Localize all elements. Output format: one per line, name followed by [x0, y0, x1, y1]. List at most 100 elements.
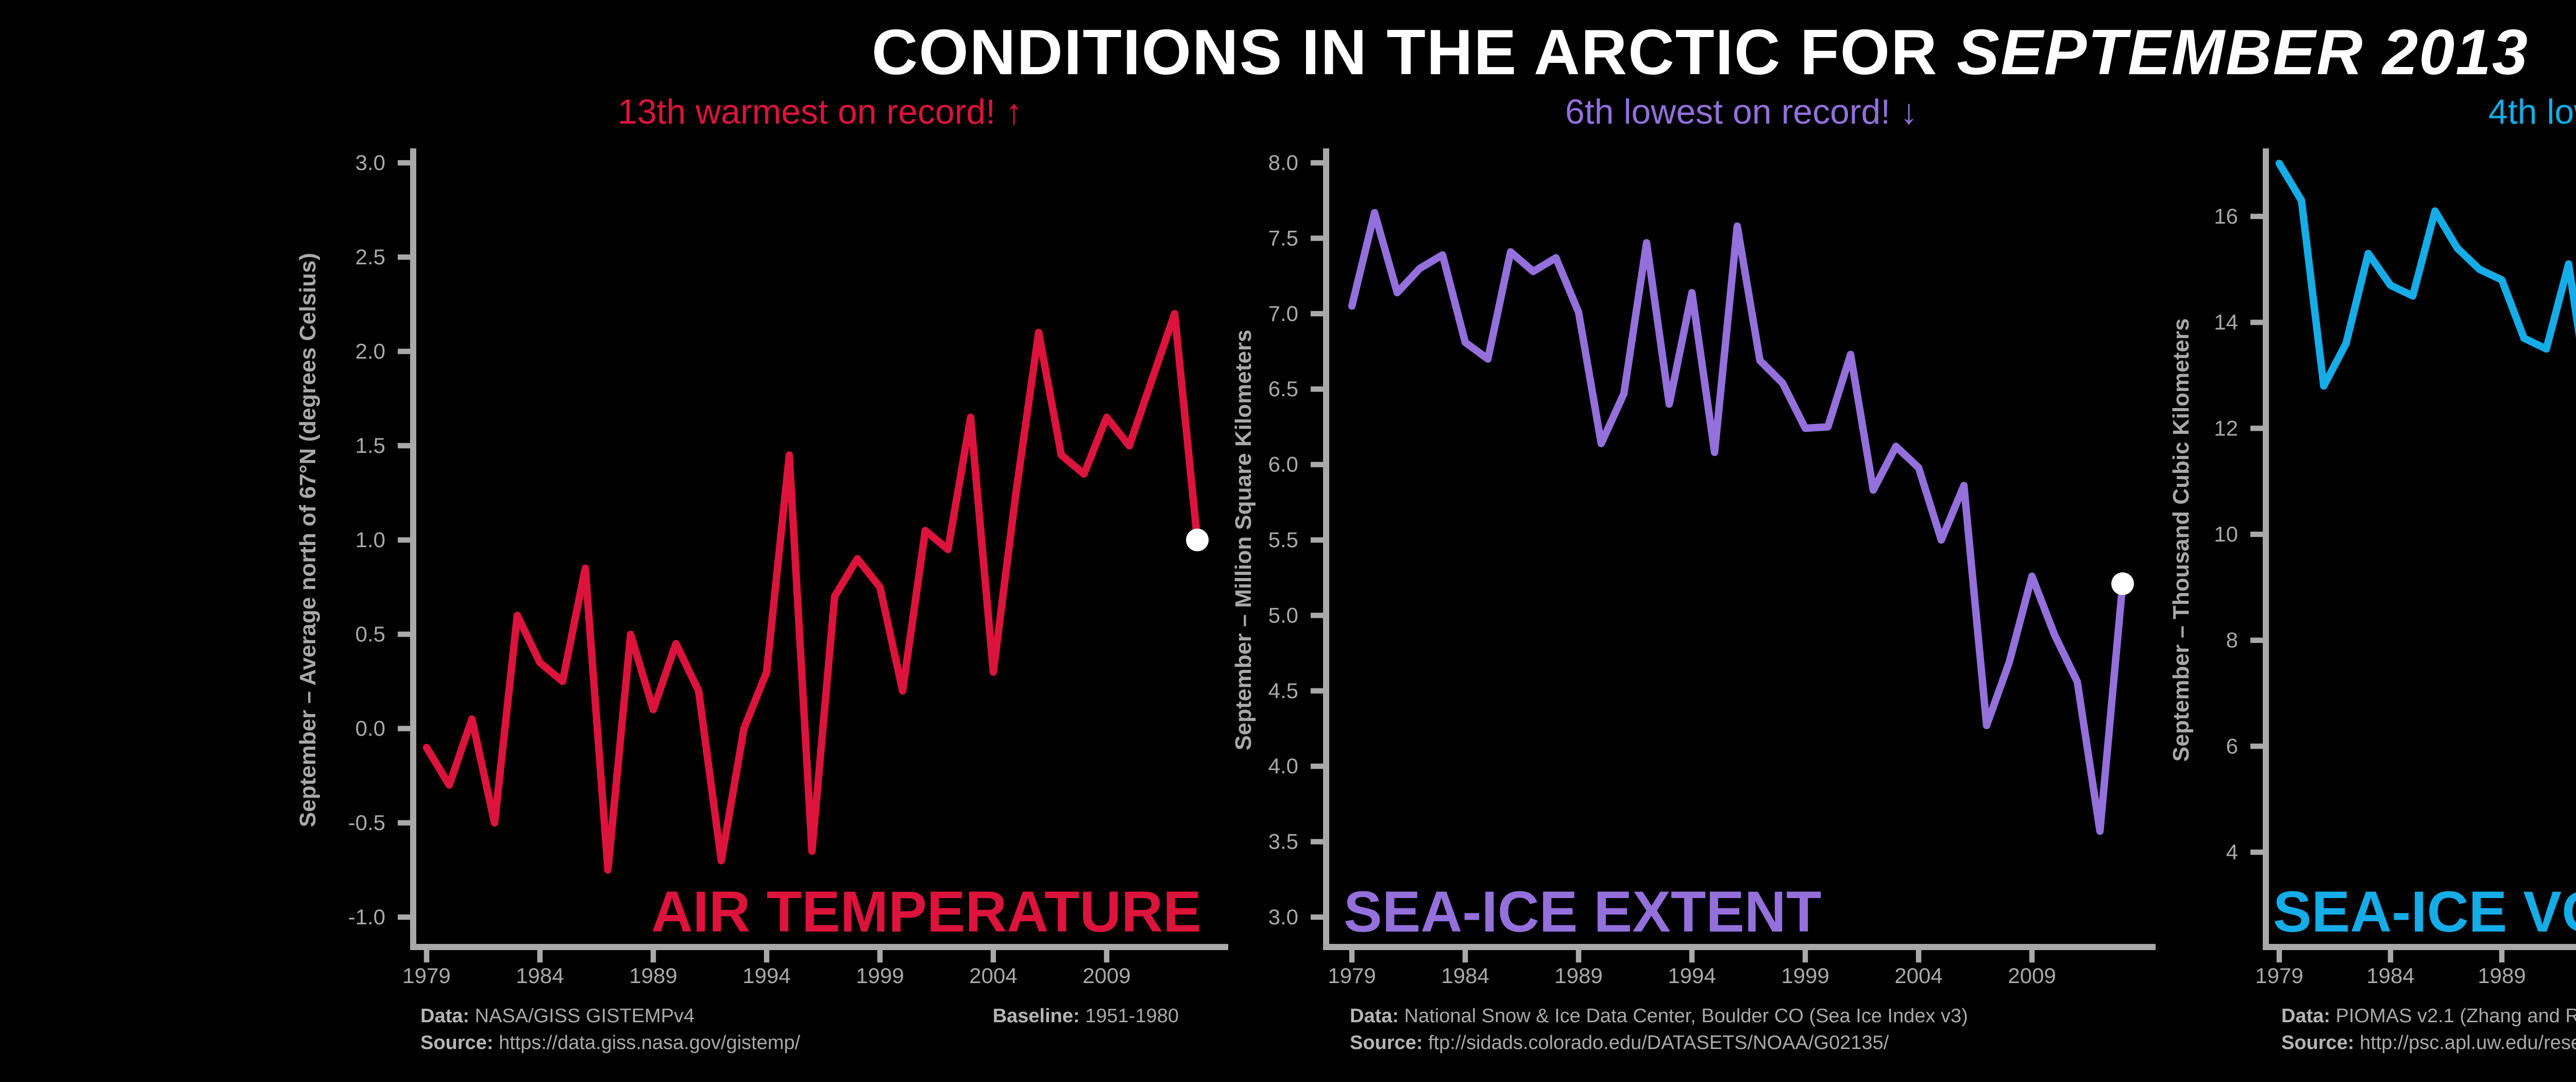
y-tick-label: 14	[2214, 310, 2238, 334]
x-tick-label: 2004	[969, 963, 1017, 988]
footer-air-temperature: Data: NASA/GISS GISTEMPv4 Source: https:…	[420, 1004, 800, 1057]
x-tick	[2387, 950, 2394, 962]
x-tick-label: 2009	[2008, 963, 2056, 988]
footer-sea-ice-extent: Data: National Snow & Ice Data Center, B…	[1350, 1004, 1968, 1057]
x-tick	[1349, 950, 1355, 962]
y-tick-label: 6	[2226, 734, 2238, 758]
x-tick	[764, 950, 770, 962]
source-label: Source:	[2281, 1033, 2354, 1055]
y-tick-label: 3.0	[355, 150, 385, 175]
footer-baseline-line: Baseline: 1951-1980	[993, 1004, 1179, 1030]
y-tick	[1311, 311, 1323, 316]
x-tick-label: 1984	[516, 963, 564, 988]
y-tick	[398, 820, 410, 826]
y-tick-label: 16	[2214, 204, 2238, 228]
x-tick-label: 1979	[402, 963, 450, 988]
y-tick-label: 0.0	[355, 716, 385, 740]
data-value: NASA/GISS GISTEMPv4	[474, 1006, 695, 1028]
page-title-text: CONDITIONS IN THE ARCTIC FOR	[871, 16, 1957, 89]
y-tick	[1311, 235, 1323, 241]
footer-source-line: Source: https://data.giss.nasa.gov/giste…	[420, 1030, 800, 1057]
headline-text: 6th lowest on record!	[1565, 93, 1891, 132]
x-tick-label: 1989	[629, 963, 677, 988]
trend-down-arrow-icon: ↓	[1900, 93, 1918, 132]
baseline-value: 1951-1980	[1085, 1006, 1179, 1028]
y-tick	[1311, 914, 1323, 920]
headline-sea-ice-extent: 6th lowest on record! ↓	[1565, 93, 1918, 134]
series-line-sea-ice-extent	[1348, 209, 2127, 835]
y-tick	[2250, 637, 2263, 643]
x-tick-label: 1979	[2255, 963, 2303, 988]
x-tick	[423, 950, 430, 962]
data-label: Data:	[1350, 1006, 1399, 1028]
x-axis-spine	[2263, 944, 2576, 950]
y-tick-label: 8	[2226, 628, 2238, 652]
y-tick-label: 0.5	[355, 622, 385, 646]
y-tick	[2250, 849, 2263, 855]
y-tick-label: 2.5	[355, 245, 385, 269]
y-tick-label: 10	[2214, 522, 2238, 546]
x-tick	[2276, 950, 2282, 962]
data-value: National Snow & Ice Data Center, Boulder…	[1404, 1006, 1968, 1028]
y-tick-label: 5.0	[1268, 603, 1298, 627]
x-tick	[650, 950, 656, 962]
source-label: Source:	[420, 1033, 494, 1055]
y-tick-label: 6.5	[1268, 377, 1298, 401]
y-tick-label: -1.0	[348, 905, 385, 929]
x-tick	[877, 950, 883, 962]
y-tick-label: 1.5	[355, 433, 385, 458]
y-tick	[398, 725, 410, 732]
data-label: Data:	[420, 1006, 470, 1028]
data-label: Data:	[2281, 1006, 2331, 1028]
series-name-air-temperature: AIR TEMPERATURE	[651, 880, 1201, 944]
footer-baseline: Baseline: 1951-1980	[993, 1004, 1179, 1030]
y-tick	[1311, 613, 1323, 618]
footer-sea-ice-volume: Data: PIOMAS v2.1 (Zhang and Rothrock, 2…	[2281, 1004, 2576, 1057]
x-tick-label: 1989	[2478, 963, 2526, 988]
page-title: CONDITIONS IN THE ARCTIC FOR SEPTEMBER 2…	[0, 16, 2576, 91]
y-tick-label: -0.5	[348, 810, 385, 835]
y-tick	[2250, 531, 2263, 537]
series-line-sea-ice-volume	[2275, 160, 2576, 390]
x-tick-label: 1994	[742, 963, 790, 988]
x-tick	[537, 950, 543, 962]
series-line-air-temperature	[422, 310, 1201, 874]
x-tick-label: 1984	[2366, 963, 2414, 988]
x-tick-label: 1999	[856, 963, 904, 988]
trend-up-arrow-icon: ↑	[1005, 93, 1023, 132]
x-tick-label: 2004	[1894, 963, 1942, 988]
x-tick	[990, 950, 996, 962]
footer-source-line: Source: ftp://sidads.colorado.edu/DATASE…	[1350, 1030, 1968, 1057]
y-tick	[2250, 213, 2263, 219]
x-tick	[1575, 950, 1582, 962]
y-tick	[2250, 743, 2263, 749]
y-tick	[398, 631, 410, 637]
x-tick	[2499, 950, 2505, 962]
series-name-sea-ice-extent: SEA-ICE EXTENT	[1344, 880, 1822, 944]
page-title-month: SEPTEMBER 2013	[1957, 16, 2529, 89]
y-axis-spine	[1323, 148, 1329, 950]
y-tick-label: 1.0	[355, 528, 385, 552]
footer-data-line: Data: NASA/GISS GISTEMPv4	[420, 1004, 800, 1030]
x-tick-label: 2009	[1082, 963, 1130, 988]
y-tick-label: 12	[2214, 416, 2238, 440]
y-axis-spine	[2263, 148, 2269, 950]
series-name-sea-ice-volume: SEA-ICE VOLUME	[2273, 880, 2576, 944]
headline-text: 4th lowest on record!	[2488, 93, 2576, 132]
y-tick	[1311, 160, 1323, 166]
y-tick-label: 4.0	[1268, 754, 1298, 778]
x-axis-spine	[410, 944, 1228, 950]
y-tick	[2250, 426, 2263, 431]
y-tick-label: 4.5	[1268, 679, 1298, 703]
y-tick-label: 3.5	[1268, 830, 1298, 854]
footer-data-line: Data: National Snow & Ice Data Center, B…	[1350, 1004, 1968, 1030]
source-value: http://psc.apl.uw.edu/research/projects/…	[2360, 1033, 2576, 1055]
x-tick	[1802, 950, 1808, 962]
source-label: Source:	[1350, 1033, 1423, 1055]
headline-text: 13th warmest on record!	[617, 93, 996, 132]
y-tick	[398, 443, 410, 449]
y-tick-label: 6.0	[1268, 452, 1298, 477]
y-tick-label: 4	[2226, 840, 2238, 864]
